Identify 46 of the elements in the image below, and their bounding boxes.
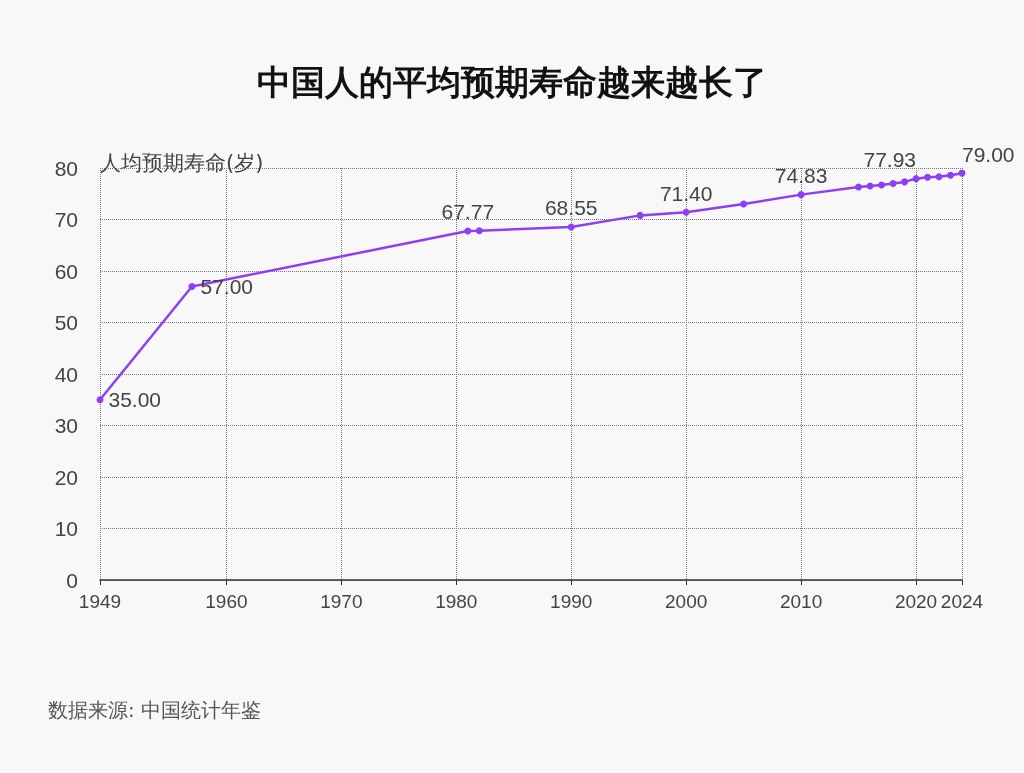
y-tick-label: 30 xyxy=(54,414,78,437)
point xyxy=(935,173,943,181)
point xyxy=(740,200,748,208)
x-tick-label: 1980 xyxy=(435,591,478,612)
point xyxy=(889,179,897,187)
point xyxy=(636,211,644,219)
y-axis-title: 人均预期寿命(岁) xyxy=(100,150,264,175)
x-tick-label: 2020 xyxy=(894,591,938,612)
y-tick-label: 70 xyxy=(54,208,78,231)
data-label: 35.00 xyxy=(108,388,162,412)
point xyxy=(188,282,196,290)
data-label: 57.00 xyxy=(200,274,254,298)
y-tick-label: 60 xyxy=(54,259,78,283)
data-label: 74.83 xyxy=(774,164,828,188)
data-label: 79.00 xyxy=(962,142,1015,166)
point xyxy=(912,175,920,183)
point xyxy=(475,227,483,235)
point xyxy=(901,178,909,186)
point xyxy=(924,173,932,181)
point xyxy=(878,181,886,189)
x-tick-label: 2000 xyxy=(665,591,708,612)
y-tick-label: 0 xyxy=(66,568,78,592)
x-tick-label: 2024 xyxy=(940,591,984,612)
y-tick-label: 40 xyxy=(54,362,78,386)
x-tick-label: 2010 xyxy=(779,591,823,612)
y-tick-label: 80 xyxy=(54,156,78,180)
x-tick-label: 1949 xyxy=(78,591,122,612)
x-tick-label: 1960 xyxy=(205,591,248,612)
y-tick-label: 50 xyxy=(54,311,78,334)
point xyxy=(682,208,690,216)
point xyxy=(797,191,805,199)
point xyxy=(567,223,575,231)
y-tick-label: 20 xyxy=(54,465,78,489)
data-label: 67.77 xyxy=(441,200,495,224)
x-tick-label: 1970 xyxy=(320,591,363,612)
point xyxy=(464,227,472,235)
data-label: 77.93 xyxy=(863,148,917,172)
point xyxy=(947,171,955,179)
chart-title: 中国人的平均预期寿命越来越长了 xyxy=(257,62,767,102)
x-tick-label: 1990 xyxy=(550,591,593,612)
point xyxy=(855,183,863,191)
data-label: 71.40 xyxy=(659,181,713,205)
point xyxy=(96,396,104,404)
source-note: 数据来源: 中国统计年鉴 xyxy=(48,698,262,722)
data-label: 68.55 xyxy=(544,196,598,220)
y-tick-label: 10 xyxy=(54,517,78,540)
